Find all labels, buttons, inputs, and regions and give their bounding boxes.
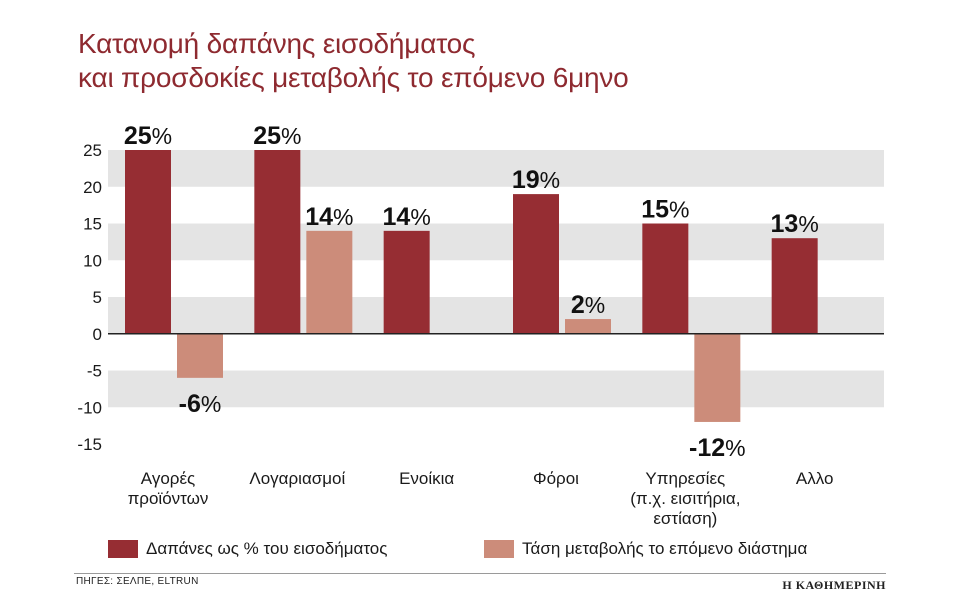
bar-series2 (177, 333, 223, 378)
bar-series2 (565, 319, 611, 334)
bar-series2 (306, 230, 353, 334)
category-label: Αλλο (796, 469, 834, 488)
bar-series2 (694, 333, 741, 422)
category-label: Υπηρεσίες (645, 469, 725, 488)
data-label: 15% (641, 196, 689, 224)
legend-swatch-spending (108, 540, 138, 558)
bar-chart: 25 20 15 10 5 0 -5 -10 -15 25% 25% 14% 19% 15% 13% -6% 1… (77, 122, 884, 528)
legend-item-spending: Δαπάνες ως % του εισοδήματος (108, 538, 387, 560)
source-note: ΠΗΓΕΣ: ΣΕΛΠΕ, ELTRUN (76, 576, 199, 587)
bar-series1 (383, 230, 430, 334)
data-label: 14% (383, 203, 431, 231)
y-tick-label: 25 (83, 141, 102, 160)
y-tick-label: -10 (77, 398, 102, 417)
legend-swatch-trend (484, 540, 514, 558)
bar-series1 (771, 238, 818, 334)
grid-band (108, 150, 884, 187)
data-label: 14% (305, 203, 353, 231)
category-label: προϊόντων (128, 489, 209, 508)
grid-band (108, 223, 884, 261)
data-label: 2% (571, 291, 605, 319)
y-tick-label: 15 (83, 215, 102, 234)
y-tick-label: -5 (87, 362, 102, 381)
category-label: (π.χ. εισιτήρια, (630, 489, 740, 508)
category-label: Λογαριασμοί (249, 469, 345, 488)
chart-title-line-1: Κατανομή δαπάνης εισοδήματος (78, 28, 476, 59)
bar-series1 (254, 150, 301, 334)
y-tick-label: 10 (83, 251, 102, 270)
legend-label-trend: Τάση μεταβολής το επόμενο διάστημα (522, 539, 808, 558)
bar-series1 (642, 223, 689, 334)
data-label: -6% (179, 390, 222, 418)
data-label: 13% (771, 210, 819, 238)
legend-label-spending: Δαπάνες ως % του εισοδήματος (146, 539, 388, 558)
publisher-logo: Η ΚΑΘΗΜΕΡΙΝΗ (782, 578, 886, 592)
category-label: Αγορές (141, 469, 195, 488)
category-label: εστίαση) (653, 509, 717, 528)
legend-item-trend: Τάση μεταβολής το επόμενο διάστημα (484, 538, 807, 560)
data-label: -12% (689, 434, 746, 462)
footer-divider (74, 573, 886, 574)
grid-band (108, 297, 884, 334)
data-label: 19% (512, 166, 560, 194)
category-label: Ενοίκια (399, 469, 454, 488)
y-tick-label: -15 (77, 435, 102, 454)
chart-title-line-2: και προσδοκίες μεταβολής το επόμενο 6μην… (78, 62, 629, 93)
data-label: 25% (253, 122, 301, 150)
data-label: 25% (124, 122, 172, 150)
bar-series1 (513, 194, 559, 334)
bar-series1 (125, 150, 171, 334)
y-tick-label: 0 (93, 325, 102, 344)
category-label: Φόροι (533, 469, 579, 488)
y-tick-label: 20 (83, 178, 102, 197)
y-tick-label: 5 (93, 288, 102, 307)
grid-band (108, 370, 884, 408)
